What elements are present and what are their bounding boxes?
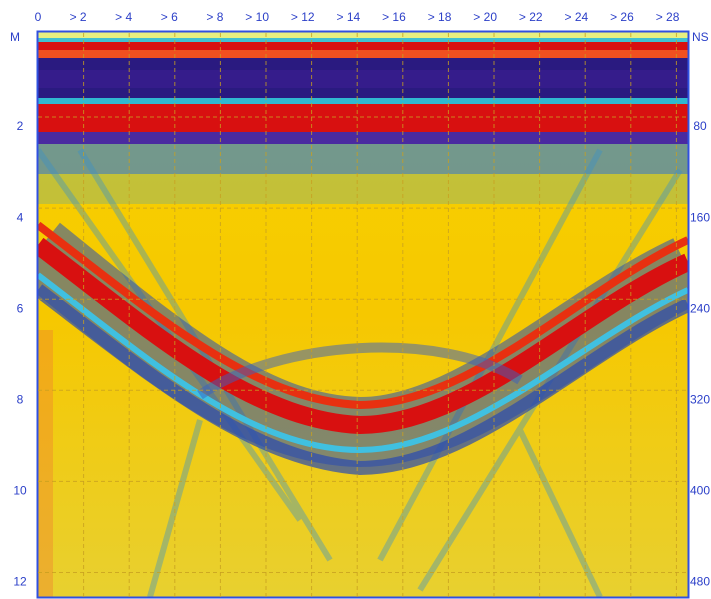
top-axis-label: > 16 [382, 10, 406, 24]
left-unit: M [10, 30, 20, 44]
left-axis-label: 8 [17, 392, 24, 406]
right-axis-label: 400 [690, 484, 710, 498]
right-axis-label: 80 [693, 119, 707, 133]
top-axis-label: > 24 [564, 10, 588, 24]
left-axis-label: 2 [17, 119, 24, 133]
right-axis-label: 480 [690, 575, 710, 589]
top-axis-label: > 22 [519, 10, 543, 24]
left-axis-label: 10 [13, 484, 27, 498]
top-axis-label: > 4 [115, 10, 132, 24]
right-axis-label: 240 [690, 301, 710, 315]
left-axis-label: 12 [13, 575, 27, 589]
top-axis-label: > 2 [70, 10, 87, 24]
right-axis-label: 160 [690, 210, 710, 224]
top-axis-label: > 28 [656, 10, 680, 24]
top-axis-label: > 6 [161, 10, 178, 24]
top-axis-label: > 20 [473, 10, 497, 24]
top-axis-label: > 10 [245, 10, 269, 24]
top-axis-label: > 8 [206, 10, 223, 24]
left-axis-label: 6 [17, 301, 24, 315]
top-axis-label: > 12 [291, 10, 315, 24]
top-axis-label: 0 [35, 10, 42, 24]
top-axis-label: > 14 [336, 10, 360, 24]
left-axis-label: 4 [17, 210, 24, 224]
top-axis-label: > 18 [428, 10, 452, 24]
right-unit: NS [692, 30, 709, 44]
right-axis-label: 320 [690, 392, 710, 406]
plot-frame [36, 30, 690, 599]
top-axis-label: > 26 [610, 10, 634, 24]
